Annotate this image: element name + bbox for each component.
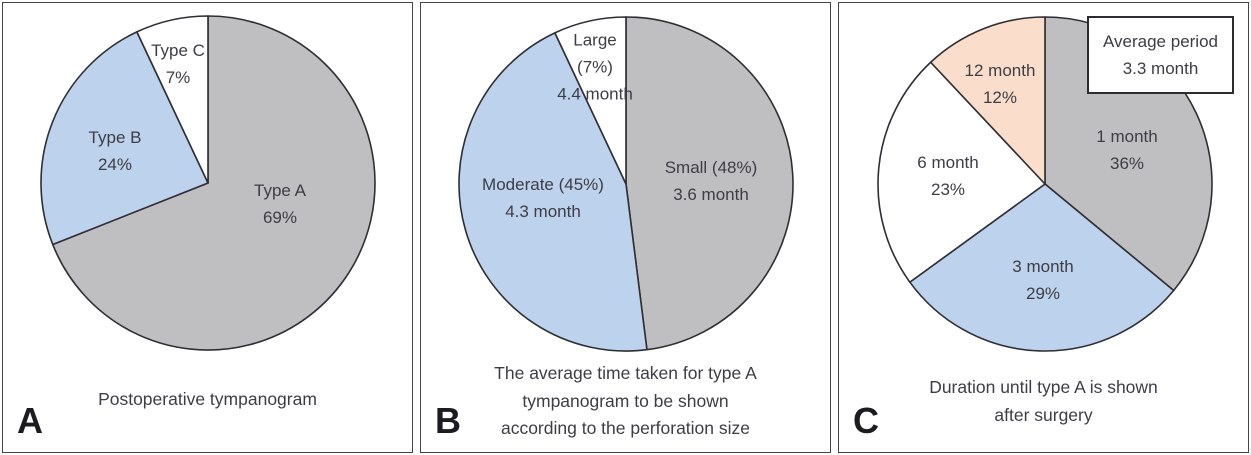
caption-panel-c: Duration until type A is shown after sur… bbox=[839, 374, 1248, 429]
pie-chart-postoperative-tympanogram bbox=[40, 15, 376, 351]
slice-label-type-c: Type C 7% bbox=[151, 37, 205, 91]
panel-c: 1 month 36% 3 month 29% 6 month 23% 12 m… bbox=[838, 2, 1249, 453]
slice-avg-month: 4.4 month bbox=[557, 84, 633, 104]
slice-label-type-a: Type A 69% bbox=[254, 177, 306, 231]
slice-label-type-b: Type B 24% bbox=[89, 124, 142, 178]
slice-percent: 36% bbox=[1109, 154, 1145, 173]
slice-label-small: Small (48%) 3.6 month bbox=[665, 154, 758, 208]
slice-name: Moderate (45%) bbox=[482, 175, 604, 194]
slice-name: Large bbox=[573, 30, 617, 50]
pie-chart-time-by-perforation-size bbox=[458, 16, 794, 352]
slice-name: Type A bbox=[254, 181, 306, 200]
slice-avg-month: 3.6 month bbox=[673, 185, 749, 204]
slice-percent: 24% bbox=[97, 155, 133, 174]
slice-label-6-month: 6 month 23% bbox=[917, 149, 978, 203]
caption-line: Postoperative tympanogram bbox=[98, 389, 317, 409]
caption-panel-b: The average time taken for type A tympan… bbox=[421, 360, 830, 443]
legend-average-period-box: Average period 3.3 month bbox=[1087, 16, 1234, 94]
pie-chart-duration-until-type-a bbox=[877, 16, 1213, 352]
slice-name: Small (48%) bbox=[664, 158, 758, 177]
pie-slice-small bbox=[625, 16, 794, 351]
panel-letter-a: A bbox=[17, 400, 43, 441]
slice-name: 12 month bbox=[964, 61, 1036, 80]
pie-slice-large bbox=[554, 16, 627, 185]
caption-line: according to the perforation size bbox=[500, 418, 751, 438]
legend-line: Average period bbox=[1103, 32, 1218, 51]
panel-letter-c: C bbox=[853, 400, 879, 441]
pie-slice-3-month bbox=[909, 183, 1175, 352]
caption-line: tympanogram to be shown bbox=[522, 390, 729, 411]
pie-slice-moderate bbox=[458, 32, 648, 352]
legend-line: 3.3 month bbox=[1122, 59, 1199, 78]
slice-percent: (7%) bbox=[577, 57, 613, 77]
pie-slice-6-month bbox=[877, 61, 1046, 283]
slice-name: 6 month bbox=[917, 153, 979, 172]
slice-label-12-month: 12 month 12% bbox=[965, 57, 1036, 111]
caption-line: Duration until type A is shown bbox=[929, 377, 1158, 397]
slice-name: Type B bbox=[88, 128, 142, 147]
pie-slice-type-b bbox=[40, 31, 209, 246]
slice-label-large: Large (7%) 4.4 month bbox=[557, 27, 633, 108]
slice-percent: 29% bbox=[1025, 284, 1061, 303]
pie-slice-type-a bbox=[51, 15, 376, 351]
slice-label-3-month: 3 month 29% bbox=[1012, 253, 1073, 307]
caption-line: The average time taken for type A bbox=[494, 363, 757, 383]
slice-label-1-month: 1 month 36% bbox=[1096, 123, 1157, 177]
pie-slice-type-c bbox=[136, 15, 209, 184]
panel-letter-b: B bbox=[435, 400, 461, 441]
slice-percent: 69% bbox=[262, 208, 298, 227]
pie-slice-12-month bbox=[929, 16, 1046, 185]
slice-name: Type C bbox=[151, 41, 205, 60]
slice-percent: 12% bbox=[982, 88, 1018, 107]
slice-label-moderate: Moderate (45%) 4.3 month bbox=[482, 171, 604, 225]
slice-name: 3 month bbox=[1012, 257, 1074, 276]
panel-b: Small (48%) 3.6 month Moderate (45%) 4.3… bbox=[420, 2, 831, 453]
slice-name: 1 month bbox=[1096, 127, 1158, 146]
slice-percent: 7% bbox=[165, 68, 191, 87]
caption-line: after surgery bbox=[994, 404, 1093, 425]
panel-a: Type A 69% Type B 24% Type C 7% Postoper… bbox=[2, 2, 413, 453]
slice-avg-month: 4.3 month bbox=[505, 202, 581, 221]
caption-panel-a: Postoperative tympanogram bbox=[3, 386, 412, 414]
slice-percent: 23% bbox=[930, 180, 966, 199]
